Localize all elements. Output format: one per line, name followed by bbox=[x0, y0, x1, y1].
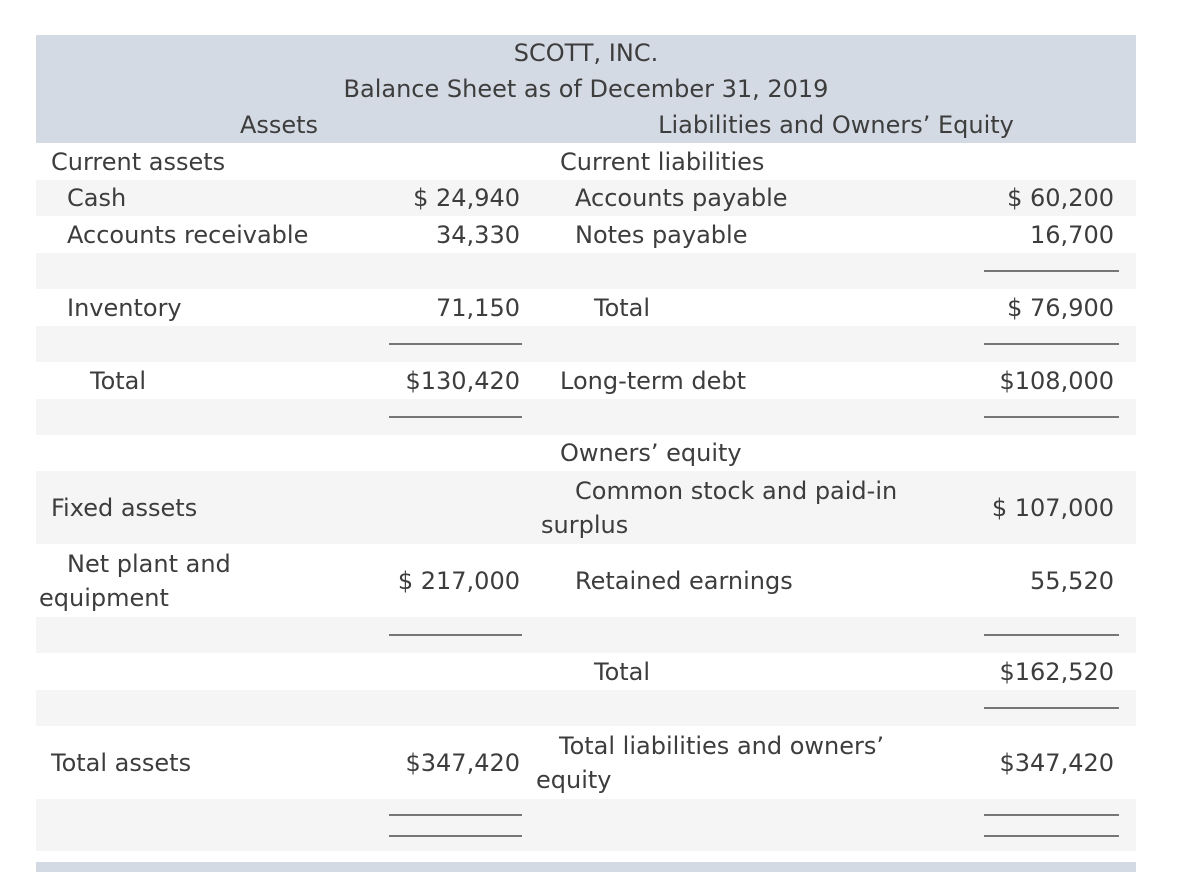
right-subtotal-rule-cell bbox=[974, 707, 1119, 709]
current-liabilities-total-label: Total bbox=[594, 293, 651, 322]
subtotal-rule bbox=[984, 707, 1119, 709]
left-subtotal-rule-cell bbox=[366, 634, 522, 636]
owners-equity-header: Owners’ equity bbox=[560, 439, 742, 467]
table-rule-row bbox=[36, 690, 1136, 726]
left-subtotal-rule-cell bbox=[366, 343, 522, 345]
total-assets-label: Total assets bbox=[51, 748, 192, 777]
accounts-payable-label: Accounts payable bbox=[575, 184, 788, 212]
company-name: SCOTT, INC. bbox=[513, 39, 659, 67]
table-rule-row bbox=[36, 326, 1136, 362]
table-rule-row bbox=[36, 399, 1136, 435]
grand-total-double-rule bbox=[389, 813, 522, 837]
total-rule-line bbox=[389, 813, 522, 816]
owners-equity-total-amount: $162,520 bbox=[999, 657, 1114, 686]
subtotal-rule bbox=[389, 634, 522, 636]
accounts-receivable-amount: 34,330 bbox=[436, 220, 520, 249]
liabilities-column-title: Liabilities and Owners’ Equity bbox=[658, 111, 1014, 139]
table-row: Cash $ 24,940 Accounts payable $ 60,200 bbox=[36, 180, 1136, 216]
table-row: Net plant and equipment $ 217,000 Retain… bbox=[36, 544, 1136, 617]
fixed-assets-header: Fixed assets bbox=[51, 493, 198, 522]
subtotal-rule bbox=[984, 270, 1119, 272]
assets-column-title: Assets bbox=[239, 111, 319, 139]
subtotal-rule bbox=[984, 343, 1119, 345]
accounts-receivable-label: Accounts receivable bbox=[67, 220, 309, 249]
accounts-payable-amount: $ 60,200 bbox=[1007, 184, 1114, 212]
inventory-amount: 71,150 bbox=[436, 293, 520, 322]
balance-sheet-header: SCOTT, INC. Balance Sheet as of December… bbox=[36, 35, 1136, 143]
column-titles-row: Assets Liabilities and Owners’ Equity bbox=[36, 107, 1136, 143]
inventory-label: Inventory bbox=[67, 293, 182, 322]
left-subtotal-rule-cell bbox=[366, 416, 522, 418]
owners-equity-total-label: Total bbox=[594, 657, 651, 686]
column-titles-spacer bbox=[522, 107, 536, 143]
next-section-strip bbox=[36, 862, 1136, 872]
current-assets-header: Current assets bbox=[51, 147, 226, 176]
right-grand-total-rule-cell bbox=[974, 813, 1119, 837]
notes-payable-amount: 16,700 bbox=[1030, 220, 1114, 249]
table-row: Owners’ equity bbox=[36, 435, 1136, 471]
table-row: Inventory 71,150 Total $ 76,900 bbox=[36, 289, 1136, 326]
current-liabilities-header: Current liabilities bbox=[560, 147, 765, 176]
subtotal-rule bbox=[389, 343, 522, 345]
cash-label: Cash bbox=[67, 184, 127, 212]
net-plant-equipment-label: Net plant and equipment bbox=[39, 549, 231, 612]
total-rule-line bbox=[984, 834, 1119, 837]
subtotal-rule bbox=[984, 416, 1119, 418]
table-row: Total $130,420 Long-term debt $108,000 bbox=[36, 362, 1136, 399]
total-rule-line bbox=[984, 813, 1119, 816]
grand-total-double-rule bbox=[984, 813, 1119, 837]
subtotal-rule bbox=[984, 634, 1119, 636]
long-term-debt-label: Long-term debt bbox=[560, 366, 747, 395]
table-rule-row bbox=[36, 617, 1136, 653]
left-grand-total-rule-cell bbox=[366, 813, 522, 837]
table-row: Fixed assets Common stock and paid-in su… bbox=[36, 471, 1136, 544]
table-row: Current assets Current liabilities bbox=[36, 143, 1136, 180]
balance-sheet: SCOTT, INC. Balance Sheet as of December… bbox=[36, 35, 1136, 851]
total-assets-amount: $347,420 bbox=[405, 748, 520, 777]
table-row: Total $162,520 bbox=[36, 653, 1136, 690]
right-subtotal-rule-cell bbox=[974, 343, 1119, 345]
right-subtotal-rule-cell bbox=[974, 634, 1119, 636]
current-liabilities-total-amount: $ 76,900 bbox=[1007, 293, 1114, 322]
common-stock-label: Common stock and paid-in surplus bbox=[541, 476, 898, 539]
net-plant-equipment-amount: $ 217,000 bbox=[397, 566, 520, 595]
retained-earnings-amount: 55,520 bbox=[1030, 566, 1114, 595]
long-term-debt-amount: $108,000 bbox=[999, 366, 1114, 395]
table-rule-row bbox=[36, 799, 1136, 851]
common-stock-amount: $ 107,000 bbox=[991, 493, 1114, 522]
table-row: Total assets $347,420 Total liabilities … bbox=[36, 726, 1136, 799]
statement-title: Balance Sheet as of December 31, 2019 bbox=[343, 75, 829, 103]
right-subtotal-rule-cell bbox=[974, 270, 1119, 272]
total-liabilities-equity-amount: $347,420 bbox=[999, 748, 1114, 777]
current-assets-total-amount: $130,420 bbox=[405, 366, 520, 395]
current-assets-total-label: Total bbox=[90, 366, 147, 395]
table-row: Accounts receivable 34,330 Notes payable… bbox=[36, 216, 1136, 253]
table-rule-row bbox=[36, 253, 1136, 289]
total-rule-line bbox=[389, 834, 522, 837]
subtotal-rule bbox=[389, 416, 522, 418]
retained-earnings-label: Retained earnings bbox=[575, 566, 793, 595]
right-subtotal-rule-cell bbox=[974, 416, 1119, 418]
notes-payable-label: Notes payable bbox=[575, 220, 748, 249]
cash-amount: $ 24,940 bbox=[413, 184, 520, 212]
total-liabilities-equity-label: Total liabilities and owners’ equity bbox=[536, 731, 885, 794]
